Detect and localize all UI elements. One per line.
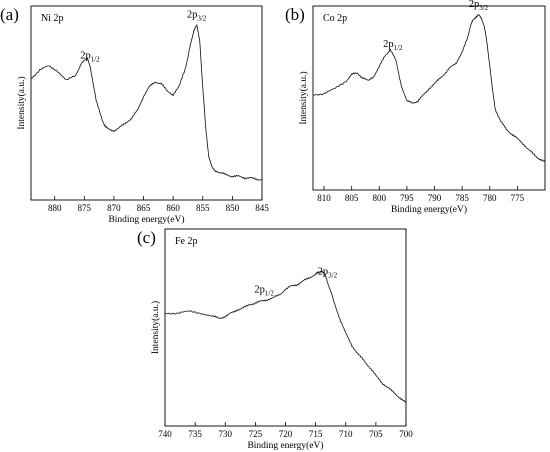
plot-frame	[312, 5, 546, 191]
x-tick-label: 700	[399, 429, 413, 439]
y-axis-label: Intensity(a.u.)	[150, 301, 161, 354]
peak-label-sub: 1/2	[91, 55, 100, 63]
x-tick-label: 880	[48, 203, 62, 213]
peak-label-main: 2p	[80, 50, 91, 61]
x-tick-label: 780	[483, 193, 497, 203]
peak-label-sub: 3/2	[479, 4, 488, 12]
x-tick-label: 710	[339, 429, 353, 439]
x-tick-label: 775	[511, 193, 525, 203]
x-axis-label: Binding energy(eV)	[108, 214, 184, 225]
peak-label: 2p1/2	[80, 50, 100, 63]
x-tick-label: 810	[317, 193, 331, 203]
x-tick-label: 860	[166, 203, 180, 213]
x-tick-label: 850	[226, 203, 240, 213]
spectrum-line	[30, 24, 263, 181]
x-tick-label: 730	[219, 429, 233, 439]
x-tick-label: 705	[369, 429, 383, 439]
peak-label: 2p1/2	[383, 39, 403, 52]
peak-label-main: 2p	[187, 9, 198, 20]
peak-label: 2p3/2	[187, 9, 207, 22]
element-label: Fe 2p	[175, 236, 198, 247]
y-axis-label: Intensity(a.u.)	[16, 76, 27, 129]
peak-label-main: 2p	[254, 284, 265, 295]
x-tick-label: 845	[255, 203, 269, 213]
peak-label-main: 2p	[469, 0, 480, 10]
x-tick-label: 870	[107, 203, 121, 213]
panel-letter: (c)	[137, 228, 156, 247]
x-tick-label: 865	[137, 203, 151, 213]
x-tick-label: 735	[188, 429, 202, 439]
x-tick-label: 725	[249, 429, 263, 439]
panel-letter: (a)	[0, 5, 19, 24]
peak-label: 2p3/2	[469, 0, 489, 12]
peak-label-sub: 1/2	[394, 44, 403, 52]
x-tick-label: 720	[279, 429, 293, 439]
peak-label-sub: 1/2	[265, 289, 274, 297]
plot-frame	[164, 228, 407, 427]
chart-panel-3: (c) Fe 2p 740 735 730 725 720 715 710 705 700 Bindi…	[137, 228, 413, 451]
x-tick-label: 795	[400, 193, 414, 203]
x-tick-label: 805	[345, 193, 359, 203]
x-tick-label: 800	[373, 193, 387, 203]
peak-label-main: 2p	[383, 39, 394, 50]
plot-frame	[30, 5, 263, 201]
x-axis-label: Binding energy(eV)	[391, 204, 467, 215]
element-label: Co 2p	[323, 13, 347, 24]
peak-label-main: 2p	[318, 267, 329, 278]
spectrum-line	[164, 270, 407, 404]
chart-panel-2: (b) Co 2p 810 805 800 795 790 785 780 775 Binding …	[285, 0, 546, 215]
x-tick-label: 740	[158, 429, 172, 439]
x-tick-label: 875	[78, 203, 92, 213]
peak-label: 2p3/2	[318, 267, 338, 280]
x-tick-label: 785	[455, 193, 469, 203]
peak-label-sub: 3/2	[197, 14, 206, 22]
panel-letter: (b)	[285, 5, 305, 24]
spectrum-line	[312, 14, 546, 163]
x-tick-label: 855	[196, 203, 210, 213]
chart-panel-1: (a) Ni 2p 880 875 870 865 860 855 850 845 Binding …	[0, 5, 269, 225]
x-axis-label: Binding energy(eV)	[247, 440, 323, 451]
element-label: Ni 2p	[41, 13, 64, 24]
peak-label-sub: 3/2	[328, 272, 337, 280]
x-tick-label: 790	[428, 193, 442, 203]
y-axis-label: Intensity(a.u.)	[298, 71, 309, 124]
peak-label: 2p1/2	[254, 284, 274, 297]
x-tick-label: 715	[309, 429, 323, 439]
